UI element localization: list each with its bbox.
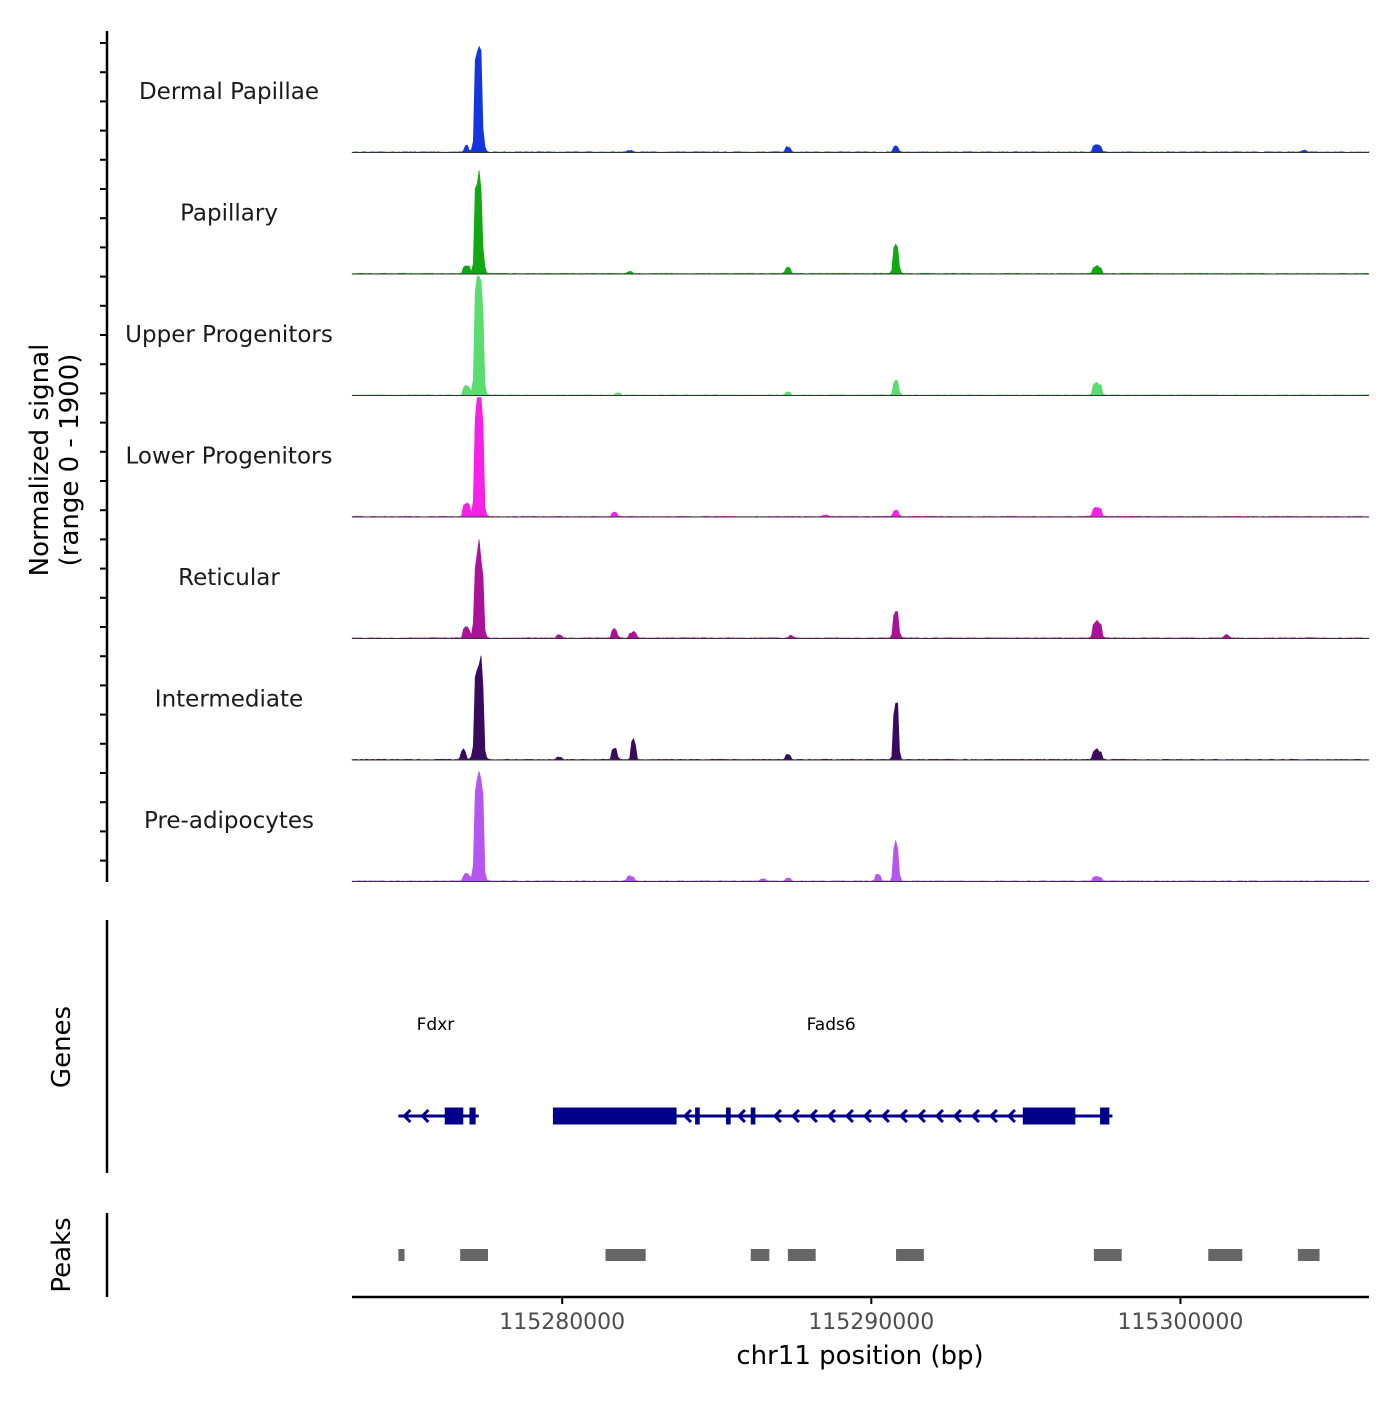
- coverage-y-ticks: [100, 42, 107, 862]
- peak-region: [787, 1249, 816, 1261]
- strand-arrow: [826, 1108, 836, 1124]
- strand-arrow: [862, 1108, 872, 1124]
- peak-region: [750, 1249, 770, 1261]
- strand-arrow: [970, 1108, 980, 1124]
- strand-arrow: [772, 1108, 782, 1124]
- strand-arrow: [1006, 1108, 1016, 1124]
- exon: [552, 1107, 677, 1125]
- strand-arrow: [988, 1108, 998, 1124]
- exon: [750, 1107, 756, 1125]
- x-tick-label: 115280000: [499, 1310, 625, 1335]
- peak-region: [460, 1249, 489, 1261]
- coverage-y-axis: [100, 31, 109, 882]
- exon: [1100, 1107, 1110, 1125]
- strand-arrow: [844, 1108, 854, 1124]
- gene-fdxr: Fdxr: [398, 1015, 479, 1125]
- track-reticular: Reticular: [178, 539, 1370, 639]
- signal-area: [351, 45, 1370, 153]
- genes-panel-label: Genes: [47, 1006, 77, 1088]
- signal-area: [351, 275, 1370, 396]
- track-dermal-papillae: Dermal Papillae: [139, 45, 1370, 153]
- track-label: Lower Progenitors: [126, 444, 333, 470]
- strand-arrow: [790, 1108, 800, 1124]
- track-label: Pre-adipocytes: [144, 808, 314, 834]
- gene-label: Fads6: [807, 1015, 856, 1035]
- signal-area: [351, 539, 1370, 639]
- y-axis-range-text: (range 0 - 1900): [55, 354, 85, 567]
- x-axis: 115280000 115290000 115300000 chr11 positi…: [352, 1295, 1369, 1371]
- exon: [469, 1107, 476, 1125]
- peak-region: [1208, 1249, 1243, 1261]
- exon: [444, 1107, 464, 1125]
- strand-arrow: [934, 1108, 944, 1124]
- track-label: Reticular: [178, 565, 280, 591]
- signal-area: [351, 397, 1370, 518]
- exon: [1022, 1107, 1076, 1125]
- peak-region: [605, 1249, 646, 1261]
- signal-area: [351, 170, 1370, 275]
- strand-arrow: [420, 1108, 430, 1124]
- x-tick-label: 115290000: [808, 1310, 934, 1335]
- peaks-panel-title: Peaks: [47, 1217, 77, 1292]
- strand-arrow: [808, 1108, 818, 1124]
- exon: [695, 1107, 700, 1125]
- genes-panel-title: Genes: [47, 1006, 77, 1088]
- exon: [726, 1107, 731, 1125]
- strand-arrow: [402, 1108, 412, 1124]
- track-label: Upper Progenitors: [125, 322, 333, 348]
- signal-area: [351, 655, 1370, 761]
- peak-regions: [398, 1249, 1320, 1261]
- genes-panel: Genes Fdxr Fads6: [47, 920, 1113, 1173]
- peaks-panel-label: Peaks: [47, 1217, 77, 1292]
- x-tick-label: 115300000: [1117, 1310, 1243, 1335]
- strand-arrow: [916, 1108, 926, 1124]
- y-axis-title: Normalized signal (range 0 - 1900): [25, 344, 85, 577]
- peaks-panel: Peaks: [47, 1213, 1320, 1297]
- track-lower-progenitors: Lower Progenitors: [126, 397, 1370, 518]
- x-axis-title: chr11 position (bp): [736, 1341, 983, 1371]
- track-papillary: Papillary: [180, 170, 1370, 275]
- gene-label: Fdxr: [417, 1015, 455, 1035]
- peak-region: [1093, 1249, 1122, 1261]
- peak-region: [398, 1249, 405, 1261]
- strand-arrow: [682, 1108, 692, 1124]
- signal-area: [351, 771, 1370, 882]
- track-intermediate: Intermediate: [155, 655, 1370, 761]
- peak-region: [896, 1249, 924, 1261]
- track-label: Intermediate: [155, 687, 303, 713]
- y-axis-title-text: Normalized signal: [25, 344, 55, 577]
- track-pre-adipocytes: Pre-adipocytes: [144, 771, 1370, 882]
- strand-arrow: [952, 1108, 962, 1124]
- x-axis-ticks: 115280000 115290000 115300000: [499, 1297, 1243, 1335]
- strand-arrow: [736, 1108, 746, 1124]
- strand-arrow: [898, 1108, 908, 1124]
- gene-fads6: Fads6: [552, 1015, 1113, 1125]
- peak-region: [1297, 1249, 1320, 1261]
- strand-arrow: [880, 1108, 890, 1124]
- track-upper-progenitors: Upper Progenitors: [125, 275, 1370, 396]
- track-label: Papillary: [180, 201, 278, 227]
- coverage-tracks: Dermal Papillae Papillary Upper Progenitor…: [125, 45, 1370, 882]
- track-label: Dermal Papillae: [139, 79, 319, 105]
- gene-models: Fdxr Fads6: [398, 1015, 1113, 1125]
